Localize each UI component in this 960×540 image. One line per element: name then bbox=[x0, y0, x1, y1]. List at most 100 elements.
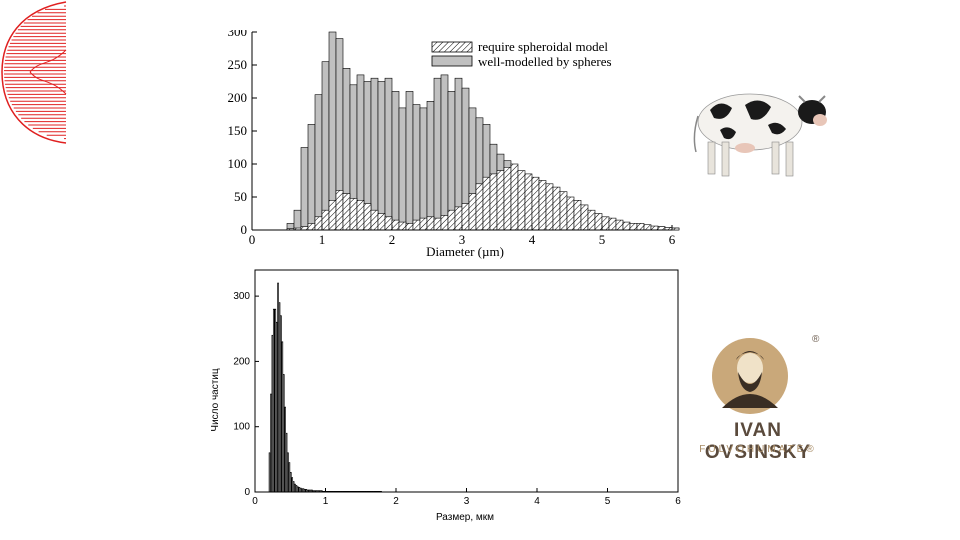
size-bar-18 bbox=[294, 483, 296, 493]
bar-spheroidal-26 bbox=[468, 193, 477, 231]
size-bar-4 bbox=[274, 308, 277, 493]
legend-label-spheres: well-modelled by spheres bbox=[478, 54, 612, 69]
size-bars bbox=[268, 282, 382, 493]
size-bar-7 bbox=[278, 302, 281, 493]
brand-name: IVAN OVSINSKY bbox=[704, 420, 812, 463]
bar-spheroidal-28 bbox=[482, 176, 491, 231]
bar-spheroidal-5 bbox=[321, 209, 330, 231]
bar-spheroidal-7 bbox=[335, 190, 344, 231]
bar-spheroidal-23 bbox=[447, 209, 456, 231]
diameter-y-tick-label: 250 bbox=[228, 57, 248, 72]
bar-spheroidal-25 bbox=[461, 203, 470, 231]
bar-spheres-13 bbox=[377, 81, 386, 231]
bar-spheres-21 bbox=[433, 77, 442, 231]
bar-spheroidal-20 bbox=[426, 216, 435, 231]
size-bar-14 bbox=[288, 462, 291, 493]
ovsinsky-portrait-logo bbox=[712, 338, 788, 414]
bar-spheres-5 bbox=[321, 61, 330, 231]
diameter-bars bbox=[286, 31, 680, 231]
bar-spheroidal-24 bbox=[454, 206, 463, 231]
size-y-tick-label: 300 bbox=[233, 291, 250, 302]
bar-spheroidal-41 bbox=[573, 200, 582, 231]
bar-spheres-18 bbox=[412, 104, 421, 231]
bar-spheroidal-13 bbox=[377, 213, 386, 231]
diameter-y-tick-label: 300 bbox=[228, 30, 248, 39]
bar-spheroidal-33 bbox=[517, 170, 526, 231]
bar-spheroidal-17 bbox=[405, 223, 414, 231]
diameter-y-tick-label: 150 bbox=[228, 123, 248, 138]
diameter-x-tick-label: 1 bbox=[319, 232, 326, 247]
bar-spheroidal-22 bbox=[440, 215, 449, 231]
size-bar-13 bbox=[287, 452, 289, 493]
bar-spheres-3 bbox=[307, 124, 316, 231]
size-bar-15 bbox=[289, 472, 292, 493]
diameter-x-tick-label: 4 bbox=[529, 232, 536, 247]
red-sphere-graphic bbox=[1, 1, 67, 144]
bar-spheroidal-8 bbox=[342, 193, 351, 231]
size-bar-12 bbox=[285, 432, 288, 493]
size-y-tick-label: 200 bbox=[233, 356, 250, 367]
bar-spheres-23 bbox=[447, 91, 456, 231]
bar-spheroidal-27 bbox=[475, 183, 484, 231]
bar-spheroidal-11 bbox=[363, 203, 372, 231]
bar-spheroidal-31 bbox=[503, 167, 512, 231]
diameter-x-tick-label: 0 bbox=[249, 232, 256, 247]
bar-spheres-16 bbox=[398, 107, 407, 231]
bar-spheroidal-43 bbox=[587, 209, 596, 231]
bar-spheroidal-12 bbox=[370, 209, 379, 231]
size-bar-11 bbox=[284, 406, 286, 493]
bar-spheroidal-38 bbox=[552, 186, 561, 231]
bar-spheroidal-4 bbox=[314, 216, 323, 231]
legend-label-spheroidal: require spheroidal model bbox=[478, 39, 608, 54]
diameter-histogram: 0 50 100 150 200 250 300 0 1 2 3 4 5 6 require sphero… bbox=[228, 30, 680, 259]
size-y-tick-label: 100 bbox=[233, 422, 250, 433]
size-bar-2 bbox=[271, 334, 274, 493]
bar-spheroidal-46 bbox=[608, 217, 617, 231]
bar-spheroidal-49 bbox=[629, 223, 638, 231]
diameter-axes: 0 50 100 150 200 250 300 0 1 2 3 4 5 6 bbox=[228, 30, 676, 247]
bar-spheroidal-40 bbox=[566, 196, 575, 231]
size-bar-20 bbox=[296, 486, 299, 493]
bar-spheroidal-55 bbox=[671, 227, 680, 231]
size-bar-1 bbox=[270, 393, 272, 493]
bar-spheres-2 bbox=[300, 147, 309, 231]
size-bar-3 bbox=[272, 308, 275, 493]
size-bar-17 bbox=[292, 481, 295, 493]
diameter-x-tick-label: 2 bbox=[389, 232, 396, 247]
diameter-legend: require spheroidal model well-modelled b… bbox=[431, 39, 612, 69]
bar-spheroidal-6 bbox=[328, 200, 337, 231]
size-x-tick-label: 2 bbox=[393, 496, 399, 507]
size-bar-16 bbox=[291, 477, 294, 493]
diameter-y-tick-label: 200 bbox=[228, 90, 248, 105]
diameter-x-tick-label: 3 bbox=[459, 232, 466, 247]
diameter-x-axis-label: Diameter (µm) bbox=[426, 244, 504, 259]
bar-spheres-15 bbox=[391, 91, 400, 231]
bar-spheroidal-34 bbox=[524, 173, 533, 231]
size-x-tick-label: 4 bbox=[534, 496, 540, 507]
bar-spheroidal-16 bbox=[398, 221, 407, 231]
diameter-x-tick-label: 6 bbox=[669, 232, 676, 247]
bar-spheroidal-44 bbox=[594, 213, 603, 231]
bar-spheroidal-51 bbox=[643, 224, 652, 231]
size-bar-19 bbox=[295, 485, 298, 493]
diameter-y-tick-label: 50 bbox=[234, 189, 247, 204]
bar-spheroidal-45 bbox=[601, 216, 610, 231]
bar-spheres-1 bbox=[293, 209, 302, 231]
registered-mark: ® bbox=[812, 334, 820, 345]
bar-spheroidal-18 bbox=[412, 219, 421, 231]
bar-spheroidal-42 bbox=[580, 204, 589, 231]
bar-spheroidal-29 bbox=[489, 173, 498, 231]
size-x-tick-label: 6 bbox=[675, 496, 681, 507]
bar-spheres-14 bbox=[384, 77, 393, 231]
bar-spheroidal-35 bbox=[531, 176, 540, 231]
bar-spheroidal-30 bbox=[496, 170, 505, 231]
size-x-tick-label: 5 bbox=[605, 496, 611, 507]
size-x-tick-label: 0 bbox=[252, 496, 258, 507]
bar-spheroidal-14 bbox=[384, 216, 393, 231]
size-axes: 0 100 200 300 0 1 2 3 4 5 6 bbox=[233, 269, 681, 507]
bar-spheres-12 bbox=[370, 77, 379, 231]
bar-spheroidal-39 bbox=[559, 191, 568, 231]
size-x-tick-label: 3 bbox=[464, 496, 470, 507]
diameter-x-tick-label: 5 bbox=[599, 232, 606, 247]
bar-spheroidal-52 bbox=[650, 225, 659, 231]
